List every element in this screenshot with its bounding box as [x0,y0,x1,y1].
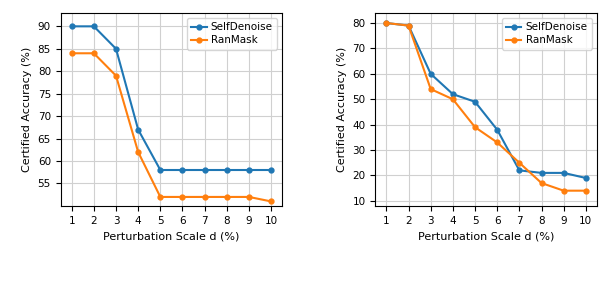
SelfDenoise [582,176,590,180]
Line: RanMask: RanMask [69,51,273,204]
RanMask [538,181,545,185]
RanMask [90,51,98,55]
SelfDenoise [135,128,142,131]
RanMask [449,98,456,101]
SelfDenoise [112,47,119,51]
Y-axis label: Certified Accuracy (%): Certified Accuracy (%) [337,47,347,172]
SelfDenoise [90,25,98,28]
Line: SelfDenoise: SelfDenoise [384,21,588,180]
SelfDenoise [267,168,275,172]
Legend: SelfDenoise, RanMask: SelfDenoise, RanMask [187,18,277,49]
RanMask [157,195,164,199]
RanMask [516,161,523,164]
RanMask [112,74,119,78]
RanMask [582,189,590,192]
Line: RanMask: RanMask [384,21,588,193]
SelfDenoise [471,100,479,104]
SelfDenoise [383,21,390,25]
SelfDenoise [68,25,75,28]
RanMask [201,195,208,199]
SelfDenoise [427,72,435,76]
SelfDenoise [157,168,164,172]
SelfDenoise [179,168,186,172]
SelfDenoise [223,168,230,172]
RanMask [493,141,501,144]
X-axis label: Perturbation Scale d (%): Perturbation Scale d (%) [418,231,554,241]
RanMask [245,195,253,199]
Line: SelfDenoise: SelfDenoise [69,24,273,172]
Legend: SelfDenoise, RanMask: SelfDenoise, RanMask [502,18,591,49]
RanMask [405,24,412,27]
SelfDenoise [245,168,253,172]
RanMask [427,87,435,91]
RanMask [135,150,142,154]
SelfDenoise [538,171,545,175]
SelfDenoise [516,169,523,172]
Y-axis label: Certified Accuracy (%): Certified Accuracy (%) [22,47,32,172]
X-axis label: Perturbation Scale d (%): Perturbation Scale d (%) [103,231,239,241]
RanMask [68,51,75,55]
SelfDenoise [560,171,567,175]
RanMask [267,200,275,203]
RanMask [471,126,479,129]
RanMask [223,195,230,199]
RanMask [179,195,186,199]
RanMask [383,21,390,25]
RanMask [560,189,567,192]
SelfDenoise [201,168,208,172]
SelfDenoise [449,92,456,96]
SelfDenoise [405,24,412,27]
SelfDenoise [493,128,501,132]
